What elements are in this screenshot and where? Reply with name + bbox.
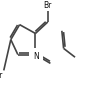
- Text: Br: Br: [44, 1, 52, 10]
- Text: N: N: [33, 52, 39, 61]
- Text: Br: Br: [0, 71, 3, 80]
